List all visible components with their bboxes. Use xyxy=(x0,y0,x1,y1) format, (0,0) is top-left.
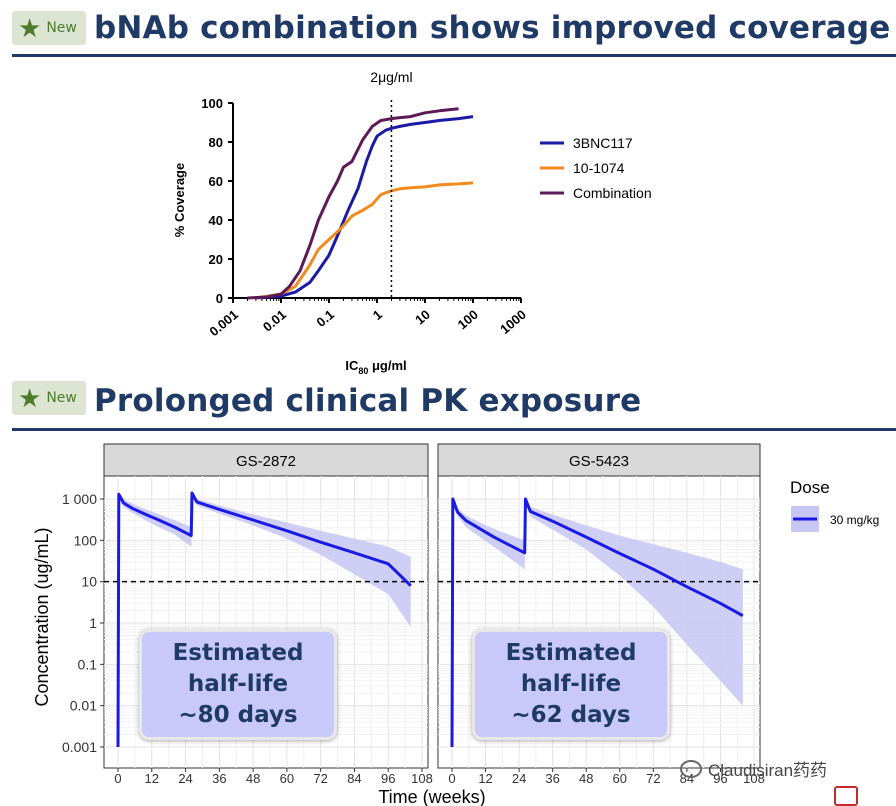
x-axis-label: IC80 μg/ml xyxy=(345,358,406,376)
new-badge: ★ New xyxy=(12,11,86,45)
x-axis-label-main: IC xyxy=(345,358,359,373)
y-tick-label: 100 xyxy=(74,532,98,548)
y-tick-label: 80 xyxy=(209,135,223,150)
x-tick-label: 1000 xyxy=(497,307,529,337)
x-tick-label: 24 xyxy=(512,771,526,786)
y-tick-label: 1 000 xyxy=(62,491,97,507)
x-tick-label: 0 xyxy=(114,771,121,786)
x-tick-label: 0.1 xyxy=(313,307,336,330)
x-tick-label: 10 xyxy=(412,307,433,328)
section-title-pk: Prolonged clinical PK exposure xyxy=(94,383,642,419)
annotation-line: half-life xyxy=(187,671,289,697)
section-divider xyxy=(12,54,896,57)
section-divider xyxy=(12,428,896,431)
x-tick-label: 12 xyxy=(478,771,492,786)
x-tick-label: 72 xyxy=(313,771,327,786)
annotation-line: ~80 days xyxy=(178,702,298,728)
x-tick-label: 12 xyxy=(145,771,159,786)
logo-icon xyxy=(834,786,858,806)
x-tick-label: 48 xyxy=(579,771,593,786)
threshold-label: 2μg/ml xyxy=(370,69,412,85)
legend-band-swatch xyxy=(791,506,819,532)
star-icon: ★ xyxy=(18,13,42,43)
half-life-annotation: Estimated half-life ~80 days xyxy=(139,629,337,740)
panel-title: GS-5423 xyxy=(569,453,629,470)
panel-title: GS-2872 xyxy=(236,453,296,470)
y-tick-label: 0.001 xyxy=(62,739,97,755)
x-tick-label: 100 xyxy=(455,307,481,332)
series-line-3BNC117 xyxy=(255,115,474,300)
new-badge-label: New xyxy=(46,20,77,36)
y-tick-label: 40 xyxy=(209,213,223,228)
series-line-10-1074 xyxy=(255,181,474,300)
annotation-line: Estimated xyxy=(505,640,637,666)
new-badge: ★ New xyxy=(12,381,86,415)
annotation-line: half-life xyxy=(520,671,622,697)
legend-label: Combination xyxy=(573,185,652,201)
y-axis-label: % Coverage xyxy=(172,163,187,237)
legend-title: Dose xyxy=(790,478,830,497)
new-badge-label: New xyxy=(46,390,77,406)
x-axis-label-unit: μg/ml xyxy=(372,358,407,373)
y-tick-label: 20 xyxy=(209,252,223,267)
x-tick-label: 36 xyxy=(212,771,226,786)
x-tick-label: 36 xyxy=(545,771,559,786)
x-tick-label: 60 xyxy=(613,771,627,786)
panel-strip xyxy=(437,443,761,477)
x-tick-label: 48 xyxy=(246,771,260,786)
series-line-Combination xyxy=(247,107,459,300)
legend-label: 3BNC117 xyxy=(573,135,633,151)
wechat-icon xyxy=(680,759,702,778)
star-icon: ★ xyxy=(18,383,42,413)
y-tick-label: 0 xyxy=(216,291,223,306)
legend-label: 10-1074 xyxy=(573,160,625,176)
x-axis-label-sub: 80 xyxy=(358,366,368,376)
x-tick-label: 24 xyxy=(178,771,192,786)
x-tick-label: 96 xyxy=(381,771,395,786)
x-tick-label: 60 xyxy=(280,771,294,786)
x-axis-label: Time (weeks) xyxy=(378,787,485,806)
y-tick-label: 1 xyxy=(89,615,97,631)
annotation-line: Estimated xyxy=(172,640,304,666)
x-tick-label: 84 xyxy=(347,771,361,786)
legend-label: 30 mg/kg xyxy=(830,513,879,527)
y-tick-label: 0.01 xyxy=(70,698,97,714)
watermark: Claudisiran药药 xyxy=(680,756,827,781)
section-title-coverage: bNAb combination shows improved coverage xyxy=(94,10,891,46)
x-tick-label: 108 xyxy=(411,771,433,786)
x-tick-label: 72 xyxy=(646,771,660,786)
watermark-text: Claudisiran药药 xyxy=(708,761,828,780)
half-life-annotation: Estimated half-life ~62 days xyxy=(472,629,670,740)
y-tick-label: 10 xyxy=(81,574,97,590)
x-tick-label: 0.01 xyxy=(260,307,289,335)
y-tick-label: 0.1 xyxy=(78,656,98,672)
panel-strip xyxy=(103,443,429,477)
annotation-line: ~62 days xyxy=(511,702,631,728)
x-tick-label: 0 xyxy=(448,771,455,786)
x-tick-label: 1 xyxy=(370,307,385,323)
y-tick-label: 100 xyxy=(201,96,223,111)
y-tick-label: 60 xyxy=(209,174,223,189)
y-axis-label: Concentration (ug/mL) xyxy=(32,527,52,706)
x-tick-label: 0.001 xyxy=(206,307,241,339)
